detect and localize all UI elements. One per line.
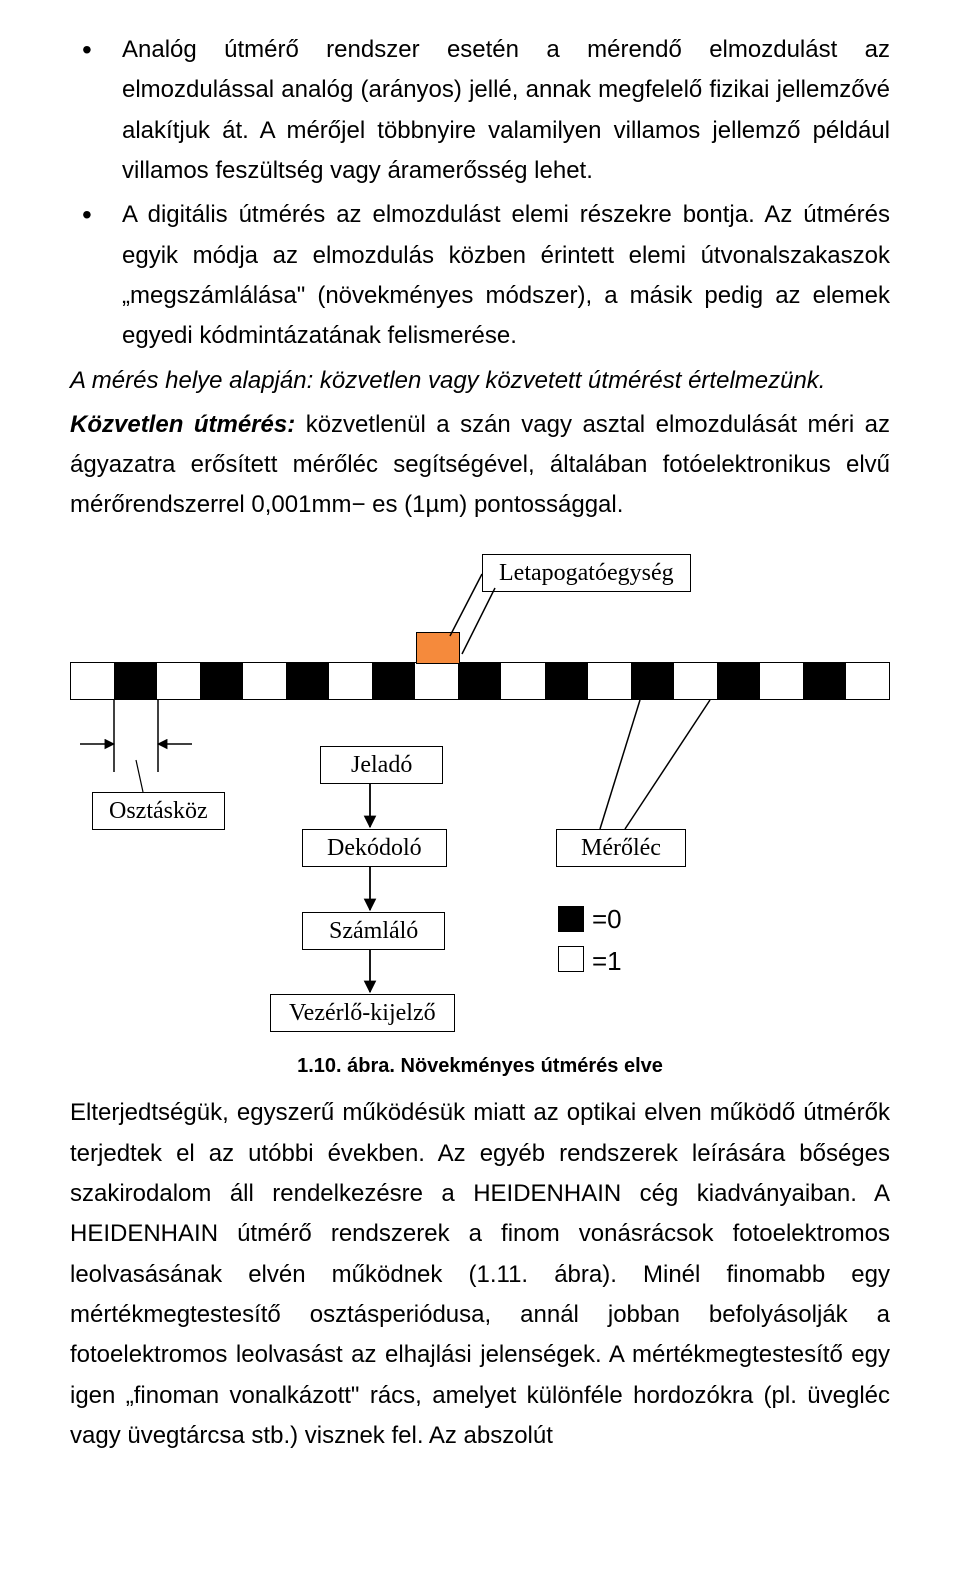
tape-segment <box>846 663 889 699</box>
paragraph-tail: Elterjedtségük, egyszerű működésük miatt… <box>70 1093 890 1456</box>
label-letapogato: Letapogatóegység <box>482 554 691 592</box>
tape-segment <box>114 663 157 699</box>
bullet-list: Analóg útmérő rendszer esetén a mérendő … <box>70 30 890 357</box>
tape-segment <box>71 663 114 699</box>
figure-canvas: Letapogatóegység Osztásköz Jeladó Dekódo… <box>70 544 890 1044</box>
paragraph-direct: Közvetlen útmérés: közvetlenül a szán va… <box>70 405 890 526</box>
tape-segment <box>329 663 372 699</box>
tape-segment <box>760 663 803 699</box>
direct-measurement-label: Közvetlen útmérés: <box>70 411 295 438</box>
label-szamlalo: Számláló <box>302 912 445 950</box>
legend-square-black <box>558 906 584 932</box>
label-dekodolo: Dekódoló <box>302 829 447 867</box>
tape-segment <box>286 663 329 699</box>
legend-text-zero: =0 <box>592 906 622 932</box>
tape-segment <box>588 663 631 699</box>
tape-segment <box>803 663 846 699</box>
tape-segment <box>200 663 243 699</box>
document-page: Analóg útmérő rendszer esetén a mérendő … <box>0 0 960 1500</box>
paragraph-place-intro: A mérés helye alapján: közvetlen vagy kö… <box>70 361 890 401</box>
bullet-item-digital: A digitális útmérés az elmozdulást elemi… <box>70 195 890 356</box>
figure-incremental: Letapogatóegység Osztásköz Jeladó Dekódo… <box>70 544 890 1084</box>
legend-square-white <box>558 946 584 972</box>
tape-segment <box>631 663 674 699</box>
tape-segment <box>157 663 200 699</box>
tape-segment <box>545 663 588 699</box>
tape-segment <box>243 663 286 699</box>
tape-segment <box>372 663 415 699</box>
tape-segment <box>674 663 717 699</box>
label-vezerlo: Vezérlő-kijelző <box>270 994 455 1032</box>
tape-segment <box>501 663 544 699</box>
figure-caption: 1.10. ábra. Növekményes útmérés elve <box>70 1050 890 1084</box>
legend-text-one: =1 <box>592 948 622 974</box>
label-osztaskoz: Osztásköz <box>92 792 225 830</box>
tape-segment <box>717 663 760 699</box>
tape-segment <box>415 663 458 699</box>
bullet-item-analog: Analóg útmérő rendszer esetén a mérendő … <box>70 30 890 191</box>
sensor-block <box>416 632 460 664</box>
tape-segment <box>458 663 501 699</box>
encoder-tape <box>70 662 890 700</box>
label-jelado: Jeladó <box>320 746 443 784</box>
label-merolec: Mérőléc <box>556 829 686 867</box>
